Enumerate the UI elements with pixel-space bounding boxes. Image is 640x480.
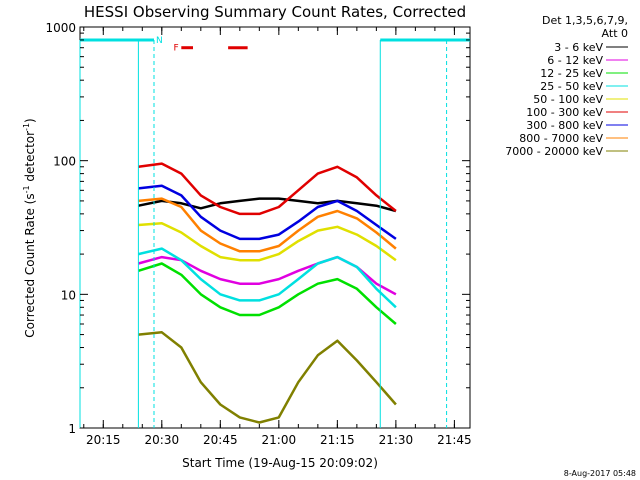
series-line-50-100-kev: [138, 222, 397, 262]
legend-label-6-12-kev: 6 - 12 keV: [547, 54, 603, 67]
annotation-layer: NF: [79, 36, 470, 428]
chart-title: HESSI Observing Summary Count Rates, Cor…: [84, 3, 466, 21]
x-tick-label: 20:15: [86, 433, 121, 447]
x-tick-label: 21:45: [437, 433, 472, 447]
legend-label-50-100-kev: 50 - 100 keV: [533, 93, 603, 106]
series-line-300-800-kev: [138, 184, 397, 241]
x-tick-label: 20:45: [203, 433, 238, 447]
timestamp: 8-Aug-2017 05:48: [564, 469, 636, 478]
legend-label-100-300-kev: 100 - 300 keV: [526, 106, 603, 119]
legend-label-800-7000-kev: 800 - 7000 keV: [519, 132, 603, 145]
series-line-12-25-kev: [138, 262, 397, 325]
series-line-800-7000-kev: [138, 197, 397, 253]
y-tick-label: 10: [61, 288, 76, 302]
legend-label-3-6-kev: 3 - 6 keV: [554, 41, 603, 54]
series-layer: [138, 162, 397, 424]
y-tick-label: 1000: [45, 21, 76, 35]
legend-header-attenuator: Att 0: [602, 27, 628, 40]
x-axis: 20:15 20:30 20:45 21:00 21:15 21:30 21:45: [83, 27, 472, 447]
y-axis-label: Corrected Count Rate (s-1 detector-1): [22, 118, 37, 337]
flare-label: F: [174, 44, 179, 54]
legend-label-25-50-kev: 25 - 50 keV: [540, 80, 603, 93]
legend-label-12-25-kev: 12 - 25 keV: [540, 67, 603, 80]
y-tick-label: 100: [53, 155, 76, 169]
x-axis-label: Start Time (19-Aug-15 20:09:02): [182, 456, 378, 470]
series-line-7000-20000-kev: [138, 331, 397, 424]
x-tick-label: 21:00: [262, 433, 297, 447]
x-tick-label: 21:15: [320, 433, 355, 447]
series-line-3-6-kev: [138, 197, 397, 213]
legend-label-7000-20000-kev: 7000 - 20000 keV: [505, 145, 603, 158]
series-line-100-300-kev: [138, 162, 397, 216]
x-tick-label: 20:30: [145, 433, 180, 447]
x-tick-label: 21:30: [379, 433, 414, 447]
series-line-25-50-kev: [138, 247, 397, 309]
legend-header-detectors: Det 1,3,5,6,7,9,: [542, 14, 628, 27]
legend-label-300-800-kev: 300 - 800 keV: [526, 119, 603, 132]
night-label: N: [156, 36, 163, 46]
y-tick-label: 1: [68, 422, 76, 436]
